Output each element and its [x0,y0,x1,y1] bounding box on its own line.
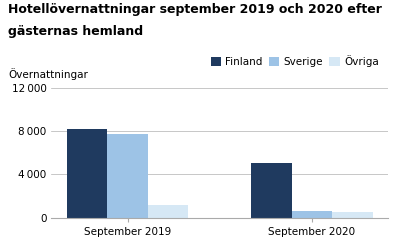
Text: gästernas hemland: gästernas hemland [8,25,143,38]
Text: Hotellövernattningar september 2019 och 2020 efter: Hotellövernattningar september 2019 och … [8,2,382,16]
Legend: Finland, Sverige, Övriga: Finland, Sverige, Övriga [207,51,383,71]
Bar [251,163,292,218]
Bar [107,134,148,218]
Bar [148,204,188,218]
Text: Övernattningar: Övernattningar [8,68,88,80]
Bar [292,211,332,218]
Bar [332,212,373,218]
Bar [67,129,107,218]
